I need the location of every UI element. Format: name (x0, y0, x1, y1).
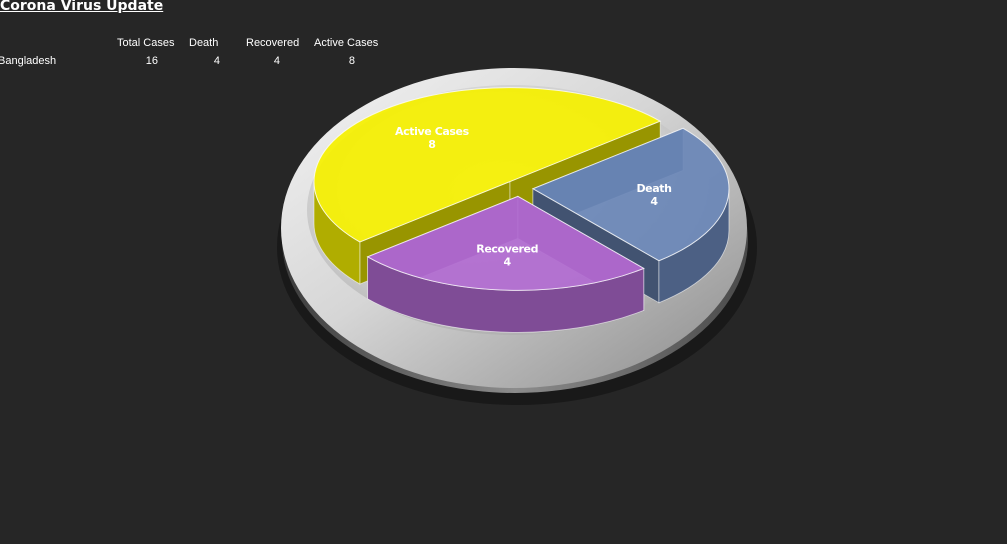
cell-death: 4 (213, 55, 220, 67)
data-label-death-value: 4 (650, 195, 658, 208)
data-label-active-cases-value: 8 (428, 138, 435, 151)
row-country: Bangladesh (0, 55, 57, 67)
pie-slices (313, 87, 730, 333)
data-label-death-category: Death (636, 182, 671, 195)
header-total-cases: Total Cases (117, 37, 175, 49)
header-recovered: Recovered (246, 37, 300, 49)
slice-top-active-cases (313, 87, 662, 243)
data-label-recovered-value: 4 (504, 255, 512, 268)
data-label-recovered-category: Recovered (476, 242, 538, 255)
slice-top-recovered (366, 195, 645, 291)
cell-active-cases: 8 (348, 55, 355, 67)
cell-total-cases: 16 (145, 55, 158, 67)
page-title: Corona Virus Update (0, 0, 164, 14)
cell-recovered: 4 (273, 55, 280, 67)
slice-top-death (531, 127, 730, 262)
header-death: Death (189, 37, 219, 49)
data-label-active-cases-category: Active Cases (395, 125, 470, 138)
pie-slice-recovered (366, 195, 645, 333)
header-active-cases: Active Cases (314, 37, 379, 49)
